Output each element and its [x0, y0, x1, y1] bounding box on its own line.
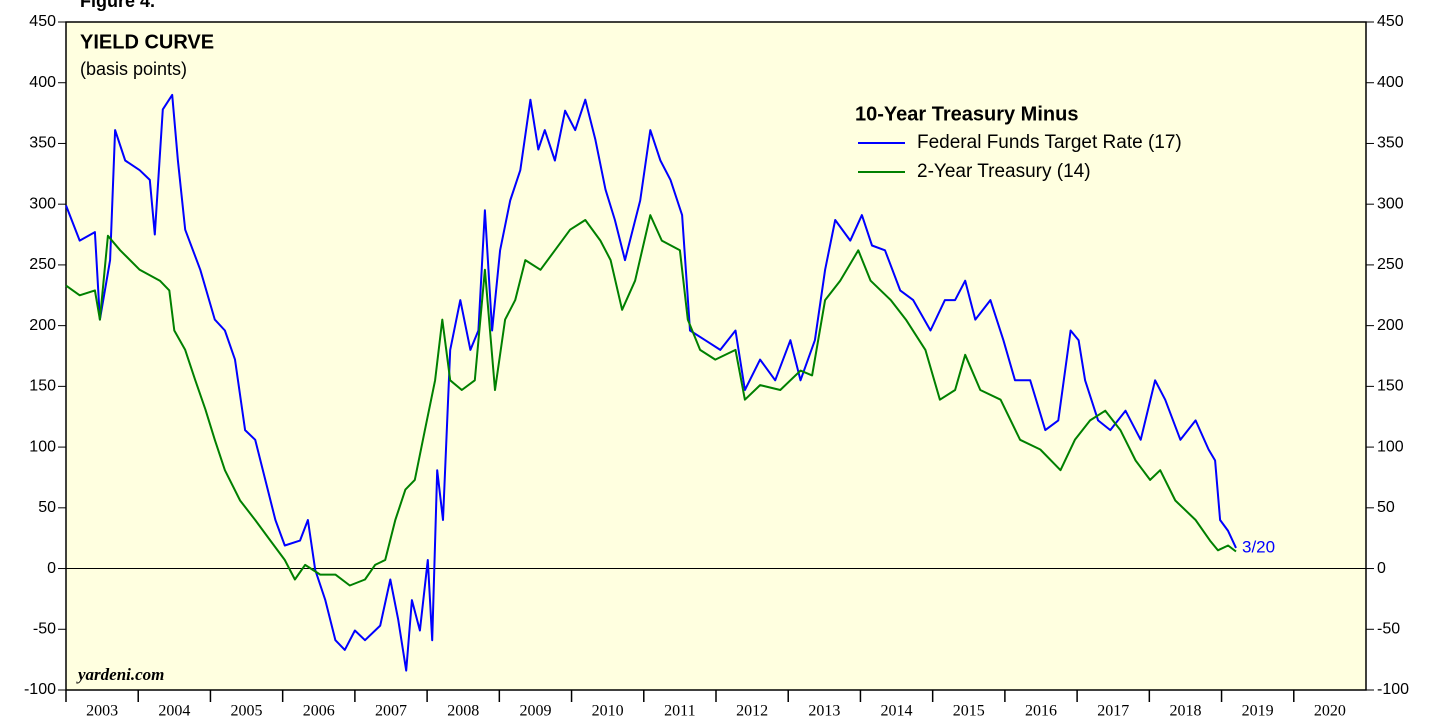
y2-tick-label: 350	[1377, 135, 1404, 152]
source-note: yardeni.com	[76, 665, 164, 684]
x-tick-label: 2009	[519, 703, 551, 720]
y2-tick-label: 300	[1377, 195, 1404, 212]
x-tick-label: 2007	[375, 703, 407, 720]
y-tick-label: 350	[29, 135, 56, 152]
y2-tick-label: 200	[1377, 317, 1404, 334]
y2-tick-label: 50	[1377, 499, 1395, 516]
chart-subtitle: (basis points)	[80, 59, 187, 79]
end-date-label: 3/20	[1242, 537, 1275, 556]
series-line	[65, 93, 1237, 672]
chart-title: YIELD CURVE	[80, 31, 214, 53]
y2-tick-label: 0	[1377, 560, 1386, 577]
y-tick-label: 200	[29, 317, 56, 334]
x-tick-label: 2008	[447, 703, 479, 720]
y2-tick-label: 450	[1377, 13, 1404, 30]
x-tick-label: 2012	[736, 703, 768, 720]
y2-tick-label: 100	[1377, 438, 1404, 455]
series-line	[65, 214, 1237, 587]
y2-tick-label: -100	[1377, 681, 1409, 698]
x-tick-label: 2019	[1242, 703, 1274, 720]
y2-tick-label: 400	[1377, 74, 1404, 91]
y-tick-label: 150	[29, 378, 56, 395]
y2-tick-label: 250	[1377, 256, 1404, 273]
legend-label: 2-Year Treasury (14)	[917, 161, 1091, 182]
x-tick-label: 2013	[808, 703, 840, 720]
legend-label: Federal Funds Target Rate (17)	[917, 132, 1182, 153]
y-tick-label: -100	[24, 681, 56, 698]
x-tick-label: 2003	[86, 703, 118, 720]
y-tick-label: 100	[29, 438, 56, 455]
x-tick-label: 2010	[592, 703, 624, 720]
y-tick-label: 450	[29, 13, 56, 30]
y-tick-label: 0	[47, 560, 56, 577]
y2-tick-label: 150	[1377, 378, 1404, 395]
y-tick-label: 300	[29, 195, 56, 212]
x-tick-label: 2006	[303, 703, 335, 720]
legend-title: 10-Year Treasury Minus	[855, 103, 1078, 125]
x-tick-label: 2018	[1169, 703, 1201, 720]
plot-area	[65, 21, 1367, 691]
x-tick-label: 2020	[1314, 703, 1346, 720]
figure-label: Figure 4.	[80, 0, 155, 11]
x-tick-label: 2015	[953, 703, 985, 720]
y-tick-label: -50	[33, 620, 56, 637]
y-tick-label: 50	[38, 499, 56, 516]
x-tick-label: 2017	[1097, 703, 1129, 720]
x-tick-label: 2016	[1025, 703, 1057, 720]
y-tick-label: 400	[29, 74, 56, 91]
y2-tick-label: -50	[1377, 620, 1400, 637]
x-tick-label: 2014	[881, 703, 913, 720]
x-tick-label: 2004	[158, 703, 190, 720]
y-tick-label: 250	[29, 256, 56, 273]
x-tick-label: 2005	[231, 703, 263, 720]
x-tick-label: 2011	[664, 703, 695, 720]
